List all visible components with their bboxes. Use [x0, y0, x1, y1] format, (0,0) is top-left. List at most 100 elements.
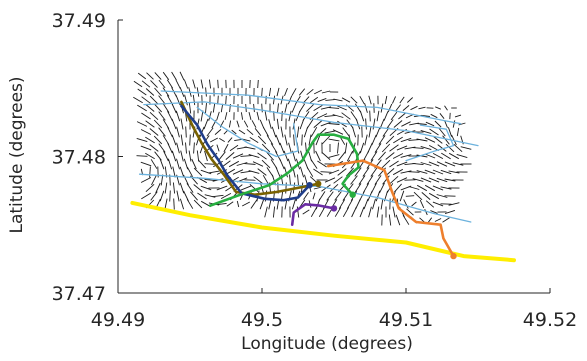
- field-arrow-551: [335, 192, 342, 201]
- field-arrow-0: [138, 73, 146, 79]
- field-arrow-524: [433, 186, 443, 190]
- field-arrow-211: [207, 128, 213, 136]
- field-arrow-522: [417, 185, 427, 190]
- field-arrow-258: [258, 136, 266, 144]
- field-arrow-147: [342, 113, 351, 120]
- field-arrow-621: [393, 207, 395, 218]
- field-arrow-44: [314, 90, 322, 94]
- field-arrow-12: [184, 80, 187, 89]
- field-arrow-2: [155, 72, 161, 79]
- field-arrow-536: [213, 195, 224, 196]
- field-arrow-166: [172, 119, 176, 129]
- field-arrow-430: [321, 172, 332, 173]
- field-arrow-631: [396, 215, 400, 225]
- field-arrow-41: [292, 88, 296, 95]
- field-arrow-4: [172, 72, 177, 80]
- field-arrow-568: [165, 199, 167, 210]
- field-arrow-324: [461, 147, 472, 150]
- field-arrow-590: [339, 199, 345, 208]
- field-arrow-448: [141, 178, 151, 183]
- field-arrow-577: [237, 201, 238, 207]
- x-tick-label-0: 49.49: [91, 309, 145, 331]
- field-arrow-357: [393, 154, 403, 159]
- field-arrow-427: [300, 167, 303, 178]
- field-arrow-266: [322, 136, 330, 144]
- field-arrow-212: [215, 129, 221, 134]
- field-arrow-193: [387, 120, 393, 129]
- field-arrow-267: [329, 139, 340, 141]
- field-arrow-99: [278, 103, 279, 112]
- field-arrow-243: [137, 138, 148, 141]
- field-arrow-158: [431, 114, 438, 117]
- field-arrow-113: [388, 104, 392, 112]
- field-arrow-219: [272, 127, 276, 137]
- field-arrow-449: [152, 175, 157, 185]
- field-arrow-102: [299, 104, 304, 112]
- field-arrow-179: [277, 119, 278, 129]
- field-arrow-354: [371, 151, 377, 160]
- field-arrow-226: [325, 131, 336, 133]
- field-arrow-424: [276, 167, 280, 177]
- field-arrow-616: [352, 207, 357, 217]
- field-arrow-479: [390, 176, 398, 183]
- field-arrow-115: [403, 105, 409, 110]
- field-arrow-285: [150, 145, 159, 152]
- field-arrow-398: [397, 162, 407, 166]
- series-endpoint-9: [450, 253, 456, 259]
- field-arrow-67: [296, 96, 301, 104]
- field-arrow-73: [342, 98, 350, 102]
- field-arrow-22: [138, 89, 147, 95]
- field-arrow-42: [299, 89, 304, 96]
- field-arrow-8: [151, 80, 158, 87]
- field-arrow-420: [241, 171, 252, 173]
- field-arrow-521: [409, 187, 420, 190]
- series-line-5: [406, 125, 454, 161]
- field-arrow-547: [304, 192, 309, 199]
- field-arrow-117: [419, 107, 426, 109]
- field-arrow-71: [325, 100, 334, 101]
- field-arrow-64: [273, 96, 274, 105]
- field-arrow-257: [250, 137, 258, 142]
- series-endpoint-10: [331, 205, 337, 211]
- field-arrow-569: [174, 199, 175, 210]
- field-arrow-330: [181, 151, 184, 162]
- field-arrow-351: [347, 151, 352, 161]
- field-arrow-201: [453, 120, 455, 127]
- field-arrow-584: [292, 199, 295, 210]
- field-arrow-39: [277, 88, 279, 96]
- field-arrow-528: [151, 192, 158, 201]
- field-arrow-123: [150, 112, 158, 119]
- field-arrow-13: [193, 80, 196, 89]
- field-arrow-365: [457, 154, 468, 157]
- field-arrow-239: [430, 129, 439, 135]
- field-arrow-11: [176, 80, 180, 89]
- field-arrow-302: [289, 143, 292, 154]
- field-arrow-529: [160, 191, 164, 201]
- field-arrow-97: [262, 104, 263, 113]
- field-arrow-119: [435, 107, 441, 109]
- field-arrow-175: [244, 121, 248, 128]
- field-arrow-58: [226, 96, 227, 104]
- field-arrow-106: [329, 108, 339, 109]
- field-arrow-408: [150, 167, 151, 178]
- field-arrow-630: [389, 215, 390, 226]
- x-tick-label-3: 49.52: [523, 309, 577, 331]
- field-arrow-432: [338, 169, 347, 176]
- field-arrow-186: [329, 124, 340, 125]
- field-arrow-530: [170, 191, 171, 202]
- field-arrow-88: [189, 103, 190, 114]
- field-arrow-116: [411, 106, 418, 109]
- field-arrow-100: [285, 103, 287, 112]
- field-arrow-80: [400, 97, 404, 103]
- field-arrow-207: [177, 127, 180, 138]
- field-arrow-348: [322, 152, 330, 159]
- field-arrow-387: [311, 159, 317, 168]
- field-arrow-29: [197, 87, 199, 96]
- field-arrow-177: [260, 120, 264, 128]
- field-arrow-572: [194, 200, 202, 208]
- field-arrow-229: [352, 127, 355, 138]
- field-arrow-563: [429, 193, 439, 198]
- field-arrow-3: [163, 72, 169, 80]
- field-arrow-82: [137, 105, 146, 111]
